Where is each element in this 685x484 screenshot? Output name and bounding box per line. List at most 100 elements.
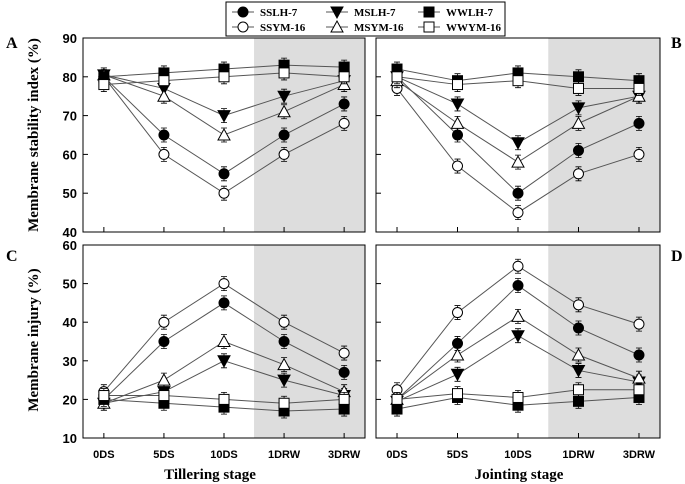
data-point bbox=[452, 388, 464, 400]
legend-box bbox=[225, 1, 506, 37]
data-point bbox=[338, 366, 350, 378]
x-title-right: Jointing stage bbox=[475, 467, 564, 483]
data-point bbox=[157, 89, 171, 102]
x-tick-label-1drw: 1DRW bbox=[562, 449, 595, 461]
y-title-bottom: Membrane injury (%) bbox=[26, 268, 42, 411]
legend-marker bbox=[330, 19, 344, 33]
data-point bbox=[452, 160, 464, 172]
y-tick-label: 80 bbox=[63, 70, 77, 85]
recovery-shade bbox=[548, 245, 660, 438]
data-point bbox=[572, 145, 584, 157]
panel-c: 10 20 30 40 50 60 0DS 5DS 10DS 1DRW 3DRW C bbox=[6, 238, 366, 461]
legend-item-wwym-16: WWYM-16 bbox=[418, 21, 501, 34]
panels: 40 50 60 70 80 90 A B 10 20 30 40 50 60 0DS 5DS 10DS 1DRW… bbox=[6, 31, 683, 461]
data-point bbox=[338, 393, 350, 405]
x-tick-label-5ds: 5DS bbox=[447, 449, 468, 461]
data-point bbox=[158, 336, 170, 347]
data-point bbox=[338, 71, 350, 83]
data-point bbox=[218, 393, 230, 405]
data-point bbox=[633, 117, 645, 129]
y-tick-label: 60 bbox=[63, 238, 77, 253]
legend-item-sslh-7: SSLH-7 bbox=[232, 6, 298, 19]
data-point bbox=[338, 98, 350, 110]
data-point bbox=[571, 364, 586, 378]
data-point bbox=[450, 98, 465, 112]
legend-item-ssym-16: SSYM-16 bbox=[232, 21, 306, 34]
y-tick-label: 40 bbox=[63, 225, 77, 240]
x-tick-label-0ds: 0DS bbox=[386, 449, 407, 461]
y-tick-label: 70 bbox=[63, 109, 77, 124]
y-tick-label: 20 bbox=[63, 392, 77, 407]
legend-marker bbox=[237, 6, 249, 18]
legend-marker bbox=[423, 6, 435, 18]
data-point bbox=[391, 393, 403, 405]
legend-marker bbox=[423, 21, 435, 33]
data-point bbox=[158, 316, 170, 328]
data-point bbox=[278, 148, 290, 160]
data-point bbox=[452, 337, 464, 349]
x-tick-label-5ds: 5DS bbox=[153, 449, 174, 461]
data-point bbox=[571, 116, 586, 129]
x-tick-label-10ds: 10DS bbox=[504, 449, 532, 461]
y-tick-label: 60 bbox=[63, 147, 77, 162]
data-point bbox=[98, 390, 110, 402]
recovery-shade bbox=[548, 38, 660, 232]
data-point bbox=[450, 347, 465, 361]
x-tick-label-10ds: 10DS bbox=[210, 449, 238, 461]
series-ssym-16 bbox=[391, 258, 645, 398]
data-point bbox=[218, 297, 230, 309]
data-point bbox=[572, 299, 584, 311]
data-point bbox=[633, 318, 645, 330]
data-point bbox=[338, 347, 350, 359]
data-point bbox=[633, 82, 645, 94]
panel-a: 40 50 60 70 80 90 A bbox=[6, 31, 366, 240]
data-point bbox=[572, 71, 584, 83]
data-point bbox=[217, 334, 231, 347]
legend-item-mslh-7: MSLH-7 bbox=[326, 6, 396, 20]
y-title-top: Membrane stability index (%) bbox=[26, 38, 42, 232]
data-point bbox=[572, 168, 584, 180]
legend-marker bbox=[330, 6, 344, 20]
data-point bbox=[511, 309, 525, 322]
data-point bbox=[217, 127, 231, 141]
data-point bbox=[571, 347, 586, 361]
data-point bbox=[277, 104, 291, 118]
y-tick-label: 90 bbox=[63, 31, 77, 46]
legend-label: SSYM-16 bbox=[260, 22, 306, 34]
legend-label: SSLH-7 bbox=[260, 7, 298, 19]
data-point bbox=[452, 307, 464, 319]
x-tick-label-3drw: 3DRW bbox=[328, 449, 361, 461]
data-point bbox=[512, 391, 524, 403]
legend-label: MSLH-7 bbox=[354, 7, 396, 19]
legend-item-wwlh-7: WWLH-7 bbox=[418, 6, 494, 19]
data-point bbox=[277, 374, 291, 388]
panel-letter: B bbox=[671, 35, 682, 52]
data-point bbox=[512, 280, 524, 292]
data-point bbox=[278, 316, 290, 328]
series-wwym-16 bbox=[391, 69, 645, 96]
y-tick-label: 30 bbox=[63, 354, 77, 369]
data-point bbox=[511, 330, 525, 343]
data-point bbox=[158, 75, 170, 87]
data-point bbox=[158, 129, 170, 141]
data-point bbox=[218, 278, 230, 290]
y-tick-label: 40 bbox=[63, 315, 77, 330]
panel-letter: A bbox=[6, 35, 18, 52]
y-tick-label: 50 bbox=[63, 277, 77, 292]
panel-d: 0DS 5DS 10DS 1DRW 3DRW D bbox=[375, 244, 683, 461]
data-point bbox=[158, 390, 170, 402]
panel-letter: D bbox=[671, 248, 683, 265]
data-point bbox=[633, 148, 645, 160]
y-tick-label: 50 bbox=[63, 186, 77, 201]
data-point bbox=[512, 75, 524, 87]
data-point bbox=[512, 187, 524, 199]
data-point bbox=[218, 168, 230, 180]
panel-letter: C bbox=[6, 248, 18, 265]
data-point bbox=[278, 397, 290, 409]
data-point bbox=[278, 129, 290, 141]
data-point bbox=[633, 384, 645, 396]
data-point bbox=[633, 349, 645, 361]
data-point bbox=[278, 336, 290, 347]
data-point bbox=[157, 373, 171, 386]
